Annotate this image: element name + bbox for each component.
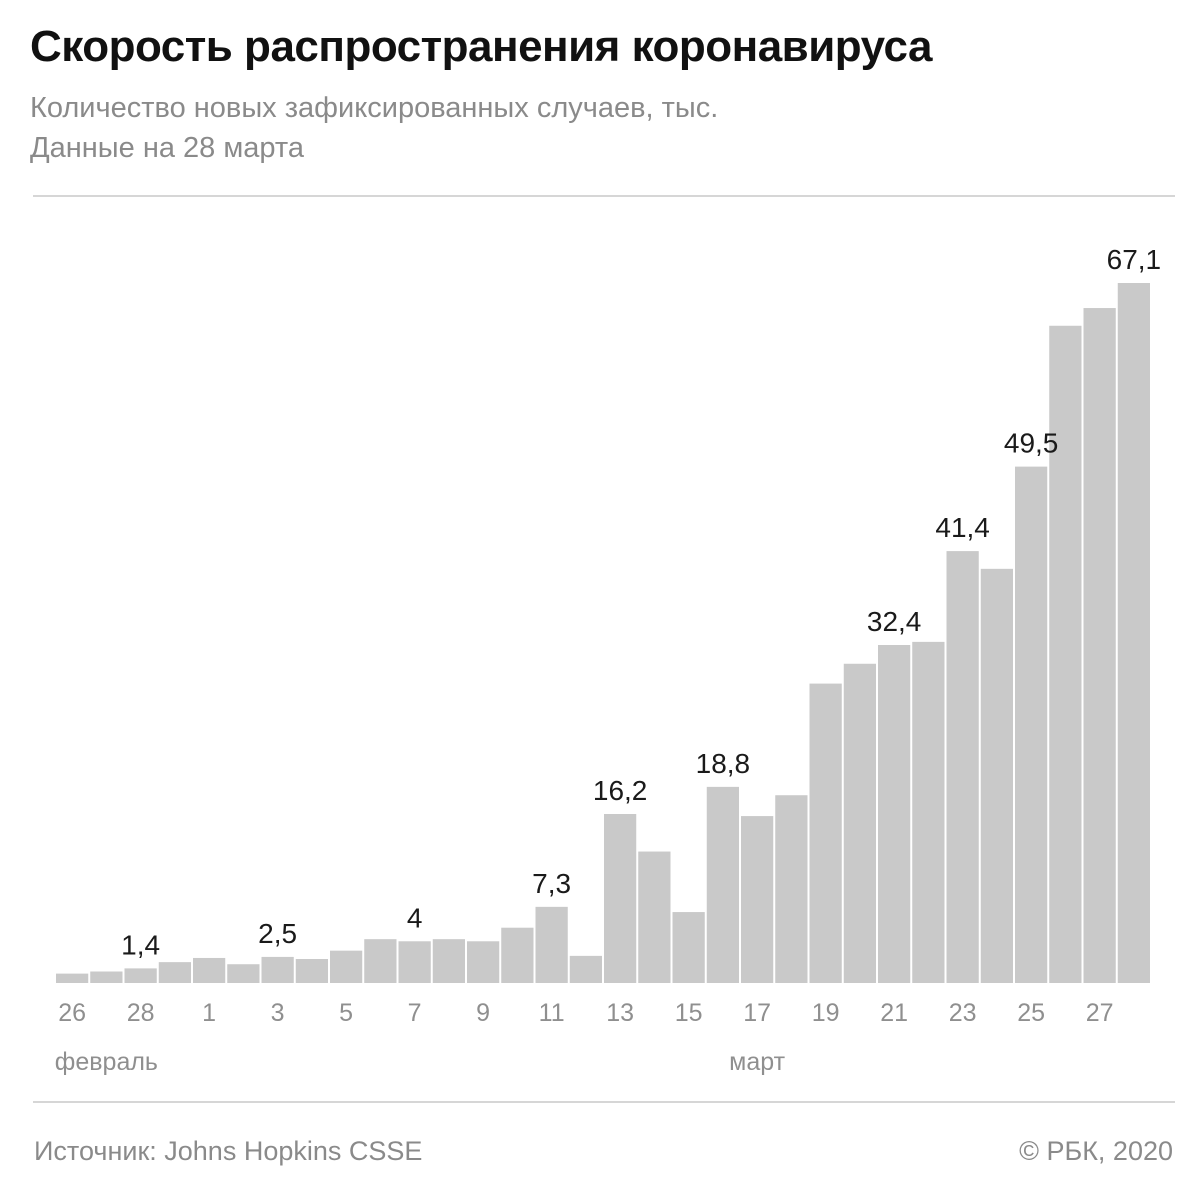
bar-8	[330, 950, 363, 983]
x-tick-label-3: 3	[271, 999, 285, 1027]
bar-29	[1049, 325, 1082, 983]
value-label-0: 1,4	[121, 929, 160, 960]
month-label-1: март	[729, 1048, 785, 1076]
bar-3	[158, 962, 191, 983]
x-tick-label-4: 5	[339, 999, 353, 1027]
bar-4	[193, 957, 226, 983]
chart-title: Скорость распространения коронавируса	[30, 22, 932, 71]
value-label-1: 2,5	[258, 918, 297, 949]
bar-18	[672, 912, 705, 983]
bar-6	[261, 956, 294, 983]
bar-23	[843, 663, 876, 983]
bar-0	[56, 973, 89, 983]
value-label-5: 18,8	[696, 748, 751, 779]
bar-14	[535, 906, 568, 983]
bar-25	[912, 641, 945, 983]
top-divider	[33, 195, 1175, 197]
x-tick-label-9: 15	[675, 999, 703, 1027]
x-tick-labels-group: 26 28 1 3 5 7 9 11 13 15 17 19 21 23 25 27	[58, 999, 1113, 1027]
x-tick-label-8: 13	[606, 999, 634, 1027]
bar-2	[124, 968, 157, 983]
bar-5	[227, 964, 260, 983]
value-label-9: 67,1	[1107, 244, 1162, 275]
bar-24	[878, 645, 911, 983]
x-tick-label-5: 7	[408, 999, 422, 1027]
bar-chart: 1,4 2,5 4 7,3 16,2 18,8 32,4 41,4 49,5 67,1 26 28 1…	[55, 244, 1161, 1076]
bar-17	[638, 851, 671, 983]
bar-7	[295, 959, 328, 983]
value-label-2: 4	[407, 902, 423, 933]
x-tick-label-6: 9	[476, 999, 490, 1027]
bar-31	[1117, 283, 1150, 983]
bar-30	[1083, 308, 1116, 983]
bar-10	[398, 941, 431, 983]
bar-13	[501, 927, 534, 983]
bar-12	[467, 941, 500, 983]
bar-20	[741, 816, 774, 983]
bar-21	[775, 795, 808, 983]
bar-1	[90, 971, 123, 983]
bar-26	[946, 551, 979, 983]
bar-22	[809, 683, 842, 983]
chart-subtitle: Количество новых зафиксированных случаев…	[30, 92, 719, 124]
value-labels-group: 1,4 2,5 4 7,3 16,2 18,8 32,4 41,4 49,5 67,1	[121, 244, 1161, 960]
month-labels-group: февраль март	[55, 1048, 786, 1076]
copyright-note: © РБК, 2020	[1019, 1136, 1173, 1166]
x-tick-label-14: 25	[1017, 999, 1045, 1027]
bar-27	[980, 568, 1013, 983]
x-tick-label-12: 21	[880, 999, 908, 1027]
x-tick-label-15: 27	[1086, 999, 1114, 1027]
bar-16	[604, 814, 637, 983]
chart-date-note: Данные на 28 марта	[30, 132, 304, 164]
bar-19	[706, 786, 739, 983]
x-tick-label-11: 19	[812, 999, 840, 1027]
bar-11	[432, 939, 465, 983]
value-label-3: 7,3	[532, 868, 571, 899]
bar-15	[569, 955, 602, 983]
x-tick-label-1: 28	[127, 999, 155, 1027]
x-tick-label-7: 11	[539, 999, 565, 1027]
bars-group	[56, 283, 1150, 983]
bottom-divider	[33, 1101, 1175, 1103]
x-tick-label-2: 1	[202, 999, 216, 1027]
value-label-8: 49,5	[1004, 428, 1059, 459]
source-note: Источник: Johns Hopkins CSSE	[34, 1136, 423, 1166]
value-label-4: 16,2	[593, 775, 648, 806]
bar-9	[364, 939, 397, 983]
x-tick-label-13: 23	[949, 999, 977, 1027]
bar-28	[1015, 466, 1048, 983]
x-tick-label-0: 26	[58, 999, 86, 1027]
month-label-0: февраль	[55, 1048, 158, 1076]
x-tick-label-10: 17	[743, 999, 771, 1027]
value-label-7: 41,4	[935, 512, 990, 543]
value-label-6: 32,4	[867, 606, 922, 637]
